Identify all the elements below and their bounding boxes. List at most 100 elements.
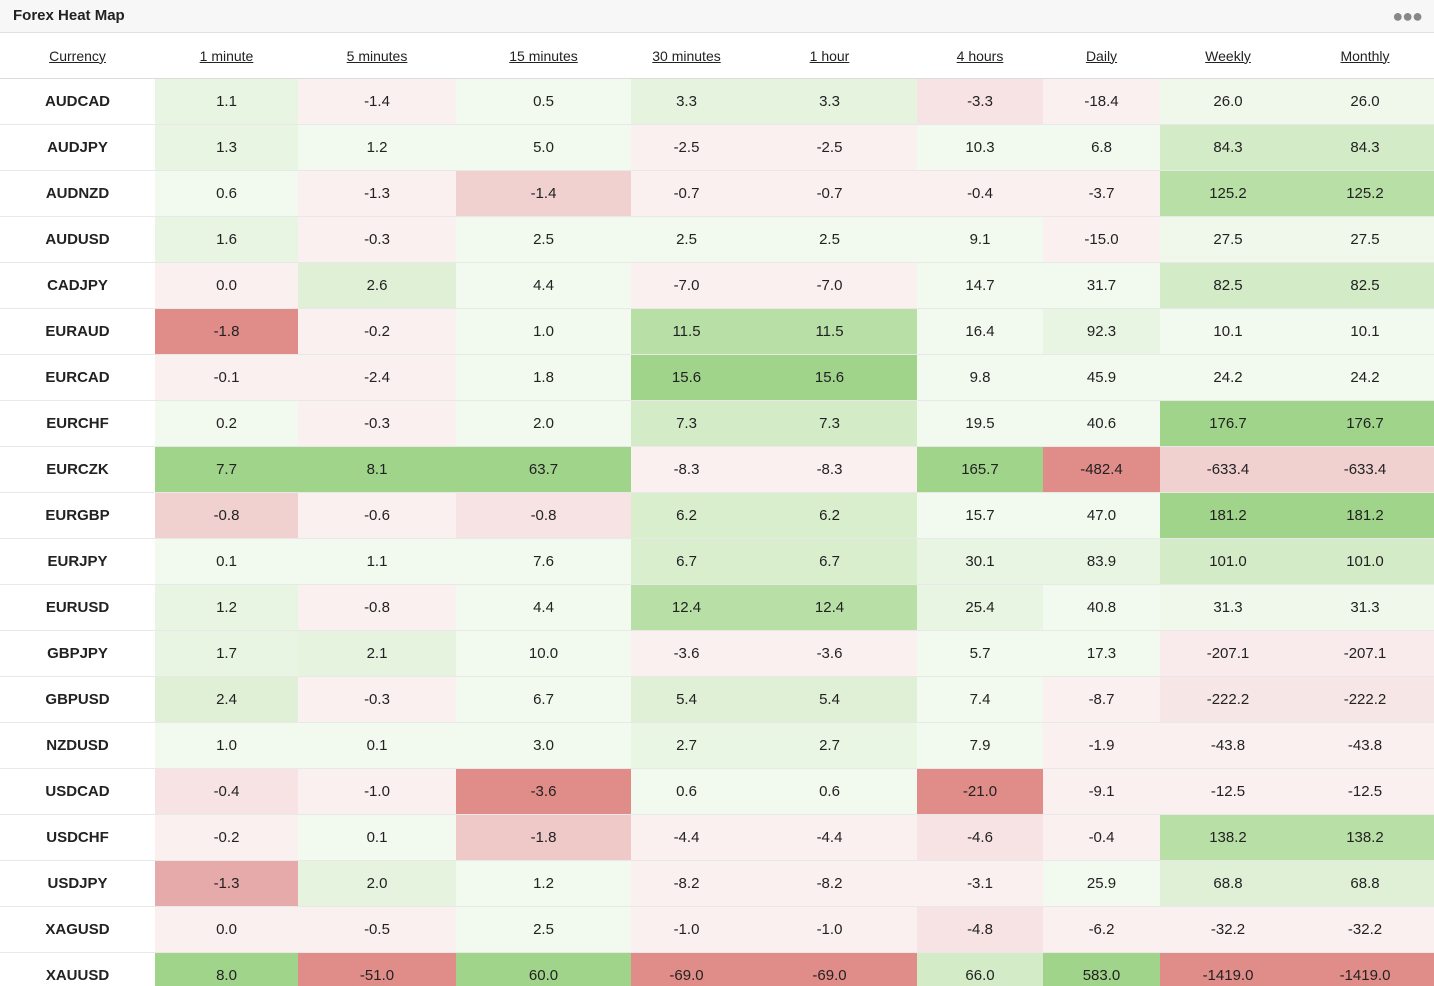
heat-cell-15-minutes: -1.4 xyxy=(456,170,631,217)
more-horizontal-icon[interactable]: ●●● xyxy=(1392,6,1423,26)
heat-cell-monthly: -222.2 xyxy=(1296,676,1434,723)
column-header-4-hours[interactable]: 4 hours xyxy=(917,33,1043,79)
heat-cell-daily: -1.9 xyxy=(1043,722,1160,769)
column-header-currency[interactable]: Currency xyxy=(0,33,155,79)
heat-cell-1-hour: 0.6 xyxy=(742,768,917,815)
column-header-label[interactable]: 5 minutes xyxy=(346,47,408,64)
column-header-monthly[interactable]: Monthly xyxy=(1296,33,1434,79)
heat-cell-5-minutes: -0.5 xyxy=(298,906,456,953)
heat-cell-1-hour: -7.0 xyxy=(742,262,917,309)
heat-cell-daily: 17.3 xyxy=(1043,630,1160,677)
table-row: AUDUSD 1.6 -0.3 2.5 2.5 2.5 9.1 -15.0 27.5 27.5 xyxy=(0,216,1434,263)
heat-cell-weekly: 176.7 xyxy=(1160,400,1296,447)
heat-map-table: Currency 1 minute 5 minutes 15 minutes 30 mi… xyxy=(0,33,1434,986)
column-header-label[interactable]: Currency xyxy=(49,47,106,64)
heat-cell-weekly: 31.3 xyxy=(1160,584,1296,631)
heat-cell-5-minutes: -51.0 xyxy=(298,952,456,986)
column-header-label[interactable]: Monthly xyxy=(1340,47,1390,64)
heat-cell-4-hours: -0.4 xyxy=(917,170,1043,217)
column-header-1-minute[interactable]: 1 minute xyxy=(155,33,298,79)
currency-pair-cell: CADJPY xyxy=(0,262,155,309)
heat-cell-daily: -0.4 xyxy=(1043,814,1160,861)
heat-cell-daily: 40.8 xyxy=(1043,584,1160,631)
heat-cell-4-hours: 16.4 xyxy=(917,308,1043,355)
heat-cell-5-minutes: -1.0 xyxy=(298,768,456,815)
column-header-weekly[interactable]: Weekly xyxy=(1160,33,1296,79)
heat-cell-30-minutes: -69.0 xyxy=(631,952,742,986)
heat-cell-4-hours: 9.1 xyxy=(917,216,1043,263)
heat-cell-15-minutes: -0.8 xyxy=(456,492,631,539)
column-header-label[interactable]: 1 minute xyxy=(199,47,254,64)
heat-cell-5-minutes: -0.3 xyxy=(298,676,456,723)
table-row: AUDCAD 1.1 -1.4 0.5 3.3 3.3 -3.3 -18.4 26.0 26.0 xyxy=(0,78,1434,125)
heat-cell-1-minute: -0.4 xyxy=(155,768,298,815)
column-header-1-hour[interactable]: 1 hour xyxy=(742,33,917,79)
heat-cell-5-minutes: 2.6 xyxy=(298,262,456,309)
heat-cell-4-hours: 19.5 xyxy=(917,400,1043,447)
heat-cell-30-minutes: 2.5 xyxy=(631,216,742,263)
currency-pair-cell: AUDJPY xyxy=(0,124,155,171)
heat-cell-weekly: 82.5 xyxy=(1160,262,1296,309)
heat-cell-5-minutes: 2.0 xyxy=(298,860,456,907)
column-header-30-minutes[interactable]: 30 minutes xyxy=(631,33,742,79)
table-row: EURJPY 0.1 1.1 7.6 6.7 6.7 30.1 83.9 101.0 101.0 xyxy=(0,538,1434,585)
currency-pair-cell: GBPUSD xyxy=(0,676,155,723)
heat-cell-4-hours: -3.3 xyxy=(917,78,1043,125)
heat-cell-weekly: -12.5 xyxy=(1160,768,1296,815)
heat-cell-4-hours: 66.0 xyxy=(917,952,1043,986)
column-header-label[interactable]: 15 minutes xyxy=(509,47,578,64)
column-header-daily[interactable]: Daily xyxy=(1043,33,1160,79)
column-header-label[interactable]: 30 minutes xyxy=(652,47,721,64)
header-row: Currency 1 minute 5 minutes 15 minutes 30 mi… xyxy=(0,33,1434,79)
heat-cell-daily: -482.4 xyxy=(1043,446,1160,493)
heat-cell-15-minutes: 1.8 xyxy=(456,354,631,401)
heat-cell-15-minutes: 7.6 xyxy=(456,538,631,585)
heat-cell-15-minutes: 5.0 xyxy=(456,124,631,171)
heat-cell-4-hours: 7.4 xyxy=(917,676,1043,723)
column-header-5-minutes[interactable]: 5 minutes xyxy=(298,33,456,79)
heat-cell-daily: 31.7 xyxy=(1043,262,1160,309)
heat-cell-daily: 40.6 xyxy=(1043,400,1160,447)
heat-cell-5-minutes: 0.1 xyxy=(298,814,456,861)
heat-cell-15-minutes: 60.0 xyxy=(456,952,631,986)
heat-cell-4-hours: -21.0 xyxy=(917,768,1043,815)
heat-cell-1-minute: -0.2 xyxy=(155,814,298,861)
heat-cell-1-hour: -2.5 xyxy=(742,124,917,171)
table-row: USDCAD -0.4 -1.0 -3.6 0.6 0.6 -21.0 -9.1 -12.5 -1… xyxy=(0,768,1434,815)
heat-cell-5-minutes: -1.3 xyxy=(298,170,456,217)
heat-cell-monthly: 176.7 xyxy=(1296,400,1434,447)
heat-cell-15-minutes: 2.5 xyxy=(456,906,631,953)
heat-cell-daily: -18.4 xyxy=(1043,78,1160,125)
column-header-15-minutes[interactable]: 15 minutes xyxy=(456,33,631,79)
heat-cell-1-hour: 7.3 xyxy=(742,400,917,447)
heat-cell-monthly: 24.2 xyxy=(1296,354,1434,401)
heat-cell-daily: 83.9 xyxy=(1043,538,1160,585)
heat-cell-1-minute: -1.8 xyxy=(155,308,298,355)
heat-cell-30-minutes: 6.2 xyxy=(631,492,742,539)
heat-cell-30-minutes: -1.0 xyxy=(631,906,742,953)
heat-cell-1-hour: 2.5 xyxy=(742,216,917,263)
column-header-label[interactable]: 1 hour xyxy=(809,47,850,64)
heat-cell-30-minutes: -0.7 xyxy=(631,170,742,217)
currency-pair-cell: USDCAD xyxy=(0,768,155,815)
heat-cell-30-minutes: 6.7 xyxy=(631,538,742,585)
table-row: EURGBP -0.8 -0.6 -0.8 6.2 6.2 15.7 47.0 181.2 181… xyxy=(0,492,1434,539)
heat-cell-weekly: 68.8 xyxy=(1160,860,1296,907)
heat-cell-5-minutes: -1.4 xyxy=(298,78,456,125)
heat-cell-30-minutes: -8.3 xyxy=(631,446,742,493)
heat-cell-weekly: 125.2 xyxy=(1160,170,1296,217)
heat-cell-monthly: 138.2 xyxy=(1296,814,1434,861)
heat-cell-15-minutes: 2.5 xyxy=(456,216,631,263)
table-row: AUDJPY 1.3 1.2 5.0 -2.5 -2.5 10.3 6.8 84.3 84.3 xyxy=(0,124,1434,171)
column-header-label[interactable]: Daily xyxy=(1085,47,1118,64)
heat-cell-monthly: 27.5 xyxy=(1296,216,1434,263)
column-header-label[interactable]: Weekly xyxy=(1205,47,1251,64)
column-header-label[interactable]: 4 hours xyxy=(956,47,1004,64)
heat-cell-5-minutes: 0.1 xyxy=(298,722,456,769)
currency-pair-cell: EURCHF xyxy=(0,400,155,447)
heat-cell-monthly: 181.2 xyxy=(1296,492,1434,539)
heat-cell-1-minute: 1.3 xyxy=(155,124,298,171)
heat-cell-daily: -8.7 xyxy=(1043,676,1160,723)
heat-cell-1-minute: -0.8 xyxy=(155,492,298,539)
